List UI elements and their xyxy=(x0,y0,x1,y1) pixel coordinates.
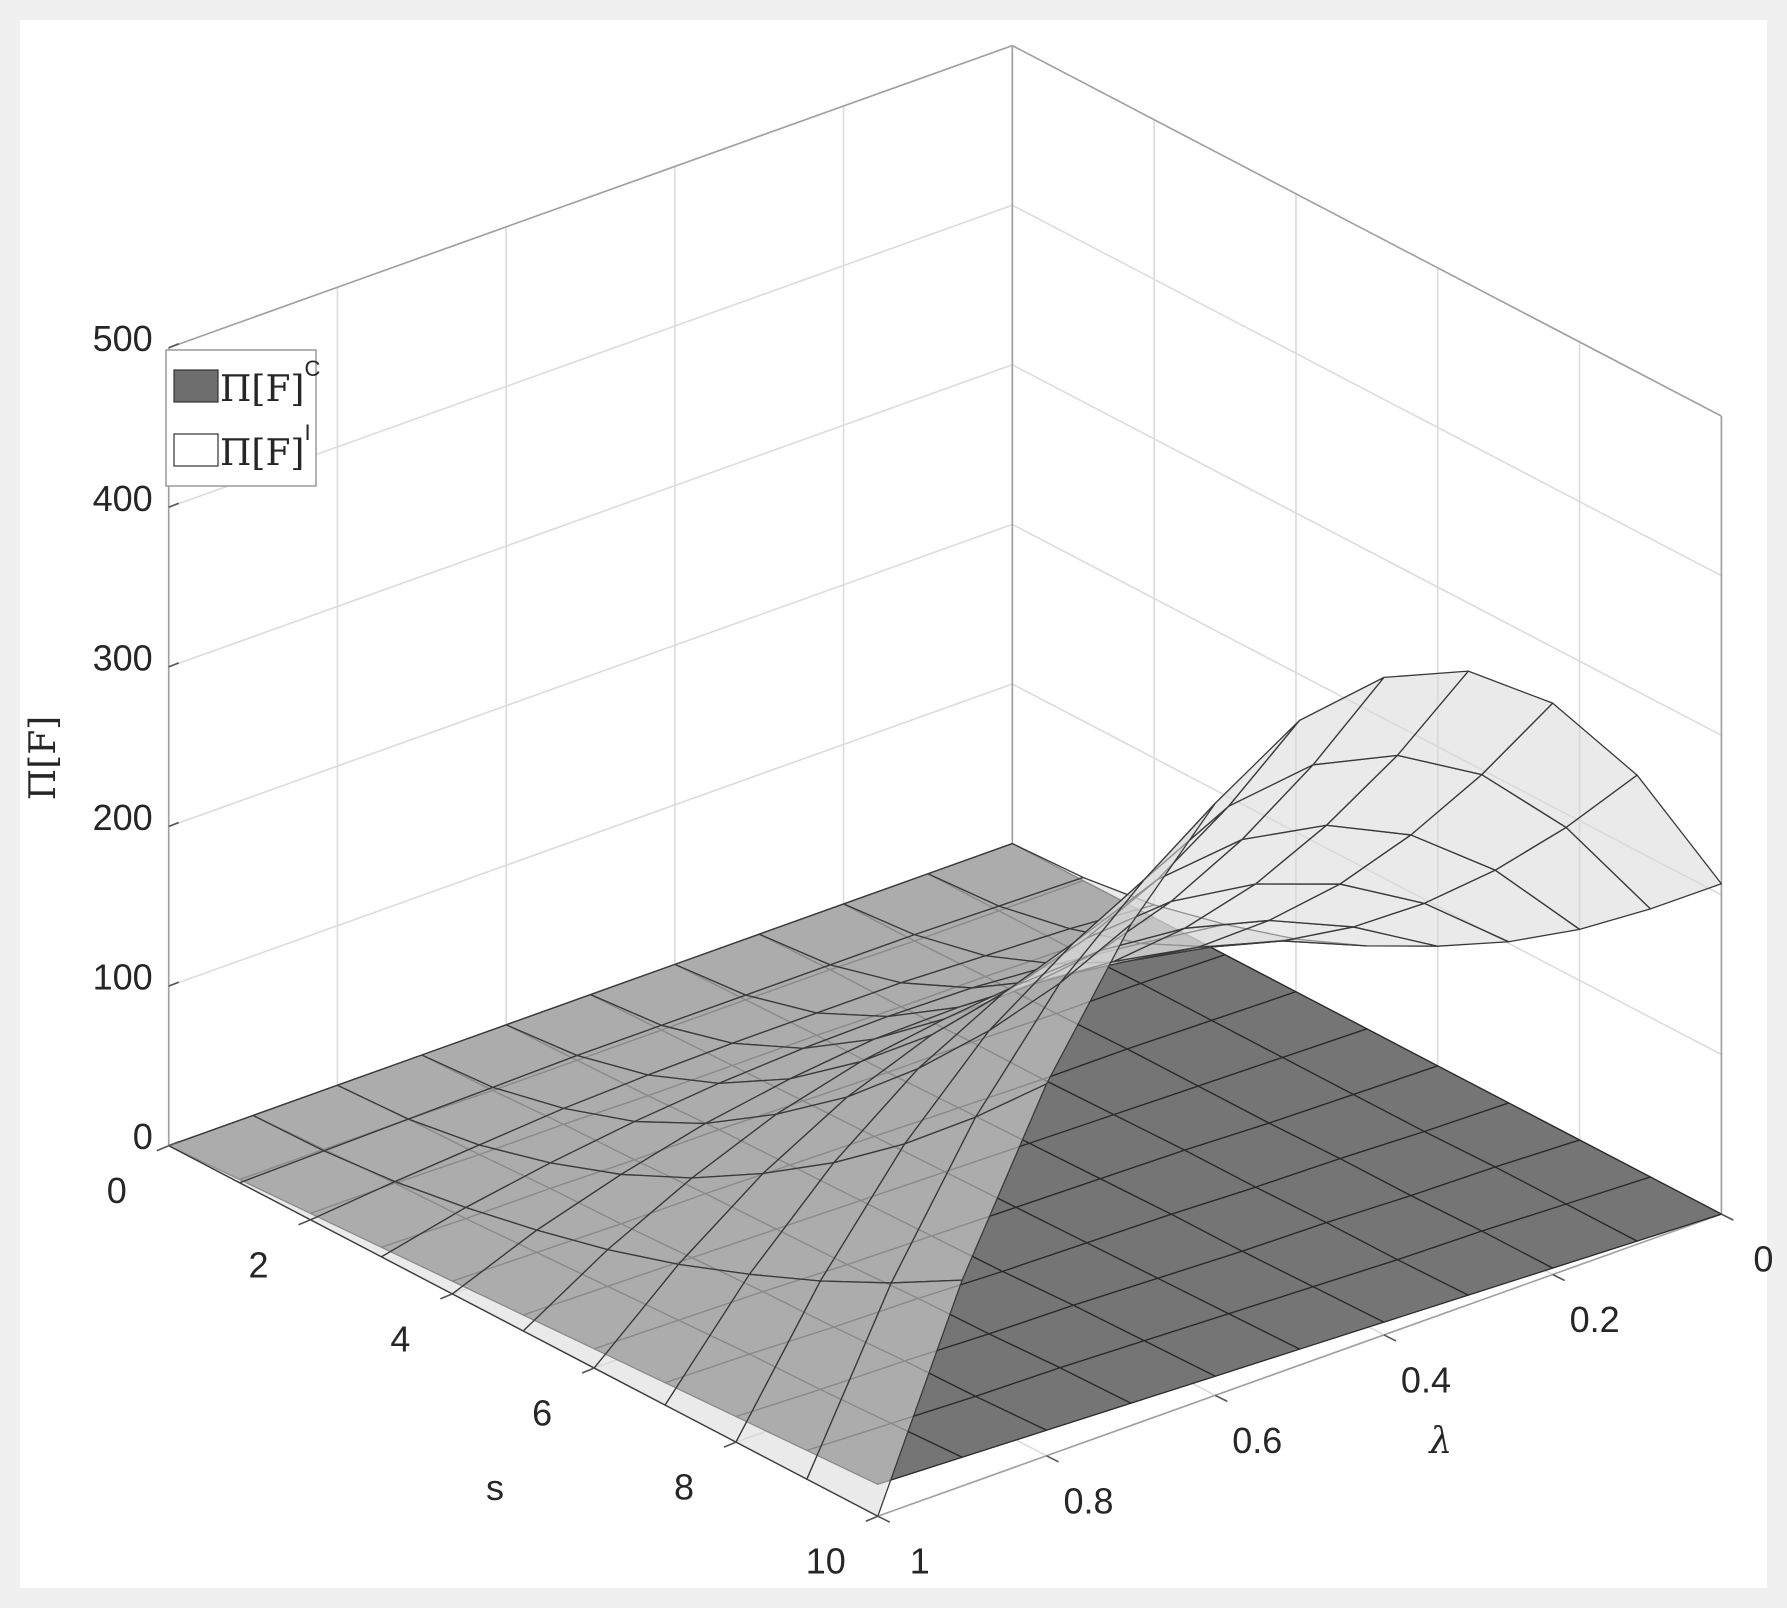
z-tick-label: 100 xyxy=(93,957,153,998)
legend-label: Π[F]I xyxy=(220,420,311,474)
legend-superscript: C xyxy=(304,356,320,381)
axis-line xyxy=(877,1213,1722,1517)
grid-line xyxy=(168,523,1013,828)
grid-line xyxy=(168,364,1013,668)
tick-mark xyxy=(1046,1455,1059,1463)
legend-name: Π[F] xyxy=(220,433,304,474)
z-tick-label: 500 xyxy=(93,318,153,359)
lambda-tick-label: 0 xyxy=(1753,1239,1773,1280)
tick-mark xyxy=(168,502,180,509)
grid-line xyxy=(1011,364,1722,737)
legend-superscript: I xyxy=(304,420,310,445)
tick-mark xyxy=(168,1140,180,1147)
grid-line xyxy=(168,683,1013,987)
tick-mark xyxy=(1552,1273,1566,1282)
tick-mark xyxy=(1383,1334,1397,1342)
lambda-tick-label: 0.8 xyxy=(1063,1480,1113,1521)
s-tick-label: 6 xyxy=(532,1393,552,1434)
x-axis-label: s xyxy=(486,1467,504,1508)
z-tick-label: 0 xyxy=(133,1116,153,1157)
tick-mark xyxy=(298,1219,311,1226)
tick-mark xyxy=(723,1441,737,1448)
tick-mark xyxy=(440,1293,453,1300)
tick-mark xyxy=(168,342,180,349)
tick-mark xyxy=(168,981,180,987)
tick-mark xyxy=(1214,1394,1228,1403)
tick-mark xyxy=(865,1515,879,1522)
legend-swatch xyxy=(173,369,219,403)
legend-swatch xyxy=(173,433,219,467)
s-tick-label: 4 xyxy=(390,1318,410,1359)
axis-line xyxy=(1011,44,1722,417)
tick-mark xyxy=(168,662,180,668)
y-axis-label: λ xyxy=(1427,1421,1452,1462)
z-axis-label: Π[F] xyxy=(23,716,64,800)
legend: Π[F]CΠ[F]I xyxy=(165,349,320,487)
s-tick-label: 0 xyxy=(107,1170,127,1211)
grid-line xyxy=(1011,204,1722,577)
z-tick-label: 300 xyxy=(93,637,153,678)
axis-labels: 0100200300400500024681000.20.40.60.81sλΠ… xyxy=(23,318,1773,1582)
s-tick-label: 2 xyxy=(249,1244,269,1285)
lambda-tick-label: 0.4 xyxy=(1401,1359,1451,1400)
legend-label: Π[F]C xyxy=(220,356,320,410)
legend-name: Π[F] xyxy=(220,369,304,410)
tick-mark xyxy=(877,1515,891,1523)
lambda-tick-label: 0.2 xyxy=(1570,1299,1620,1340)
lambda-tick-label: 1 xyxy=(910,1541,930,1582)
s-tick-label: 10 xyxy=(806,1541,846,1582)
tick-mark xyxy=(168,821,180,828)
axis-line xyxy=(168,44,1013,349)
tick-mark xyxy=(156,1144,170,1152)
lambda-tick-label: 0.6 xyxy=(1232,1420,1282,1461)
tick-mark xyxy=(1721,1213,1734,1221)
s-tick-label: 8 xyxy=(674,1467,694,1508)
z-tick-label: 200 xyxy=(93,797,153,838)
z-tick-label: 400 xyxy=(93,478,153,519)
surfaces xyxy=(168,670,1723,1517)
tick-mark xyxy=(581,1367,595,1374)
